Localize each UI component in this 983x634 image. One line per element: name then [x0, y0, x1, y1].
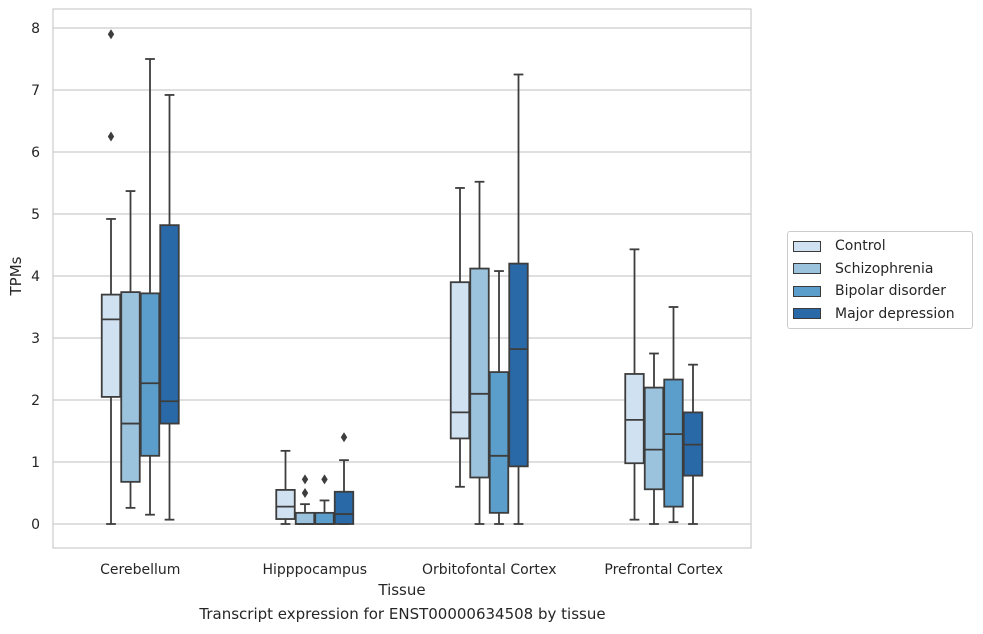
iqr-box: [449, 281, 471, 440]
x-tick-label: Prefrontal Cortex: [604, 562, 723, 578]
legend-item: Bipolar disorder: [788, 280, 972, 303]
box-major-depression: [159, 94, 180, 521]
legend-swatch: [793, 285, 821, 297]
y-tick-label: 8: [31, 21, 40, 37]
box-control: [624, 248, 645, 521]
box-schizophrenia: [294, 474, 316, 525]
iqr-box: [275, 488, 296, 520]
box-major-depression: [682, 363, 704, 525]
iqr-box: [663, 378, 684, 508]
iqr-box: [120, 291, 141, 483]
box-major-depression: [333, 432, 355, 525]
y-tick-label: 7: [31, 83, 40, 99]
iqr-box: [643, 386, 665, 491]
legend-item: Control: [788, 235, 972, 258]
iqr-box: [488, 371, 510, 514]
legend-swatch: [793, 308, 821, 320]
x-tick-label: Cerebellum: [100, 562, 180, 578]
x-tick-label: Hipppocampus: [262, 562, 367, 578]
legend-swatch: [793, 240, 821, 252]
legend-label: Bipolar disorder: [835, 283, 947, 300]
y-tick-label: 1: [31, 455, 40, 471]
y-tick-label: 6: [31, 145, 40, 161]
iqr-box: [333, 490, 355, 525]
box-bipolar-disorder: [488, 270, 510, 525]
box-bipolar-disorder: [663, 306, 684, 524]
y-tick-label: 2: [31, 393, 40, 409]
box-bipolar-disorder: [314, 474, 335, 525]
iqr-box: [624, 373, 645, 465]
legend-item: Major depression: [788, 303, 972, 326]
legend-label: Major depression: [835, 305, 955, 322]
outlier-point: [321, 474, 328, 485]
box-control: [100, 29, 122, 525]
y-tick-label: 4: [31, 269, 40, 285]
box-bipolar-disorder: [139, 58, 161, 516]
outlier-point: [107, 29, 115, 40]
y-tick-label: 5: [31, 207, 40, 223]
y-tick-label: 0: [31, 517, 40, 533]
iqr-box: [508, 262, 529, 468]
x-axis-label: Tissue: [377, 581, 425, 599]
iqr-box: [294, 511, 316, 525]
legend-label: Control: [835, 238, 886, 255]
legend: Control Schizophrenia Bipolar disorder Majo…: [787, 231, 973, 329]
iqr-box: [100, 293, 122, 398]
legend-item: Schizophrenia: [788, 258, 972, 281]
y-axis-label: TPMs: [7, 256, 25, 296]
box-schizophrenia: [469, 180, 490, 525]
outlier-point: [107, 131, 115, 142]
iqr-box: [159, 224, 180, 425]
legend-label: Schizophrenia: [835, 260, 934, 277]
iqr-box: [139, 292, 161, 457]
box-major-depression: [508, 73, 529, 525]
x-tick-label: Orbitofontal Cortex: [422, 562, 557, 578]
outlier-point: [301, 474, 309, 485]
box-schizophrenia: [120, 190, 141, 509]
outlier-point: [301, 488, 309, 498]
iqr-box: [469, 267, 490, 479]
box-schizophrenia: [643, 352, 665, 525]
box-control: [275, 449, 296, 525]
y-tick-label: 3: [31, 331, 40, 347]
chart-caption: Transcript expression for ENST0000063450…: [199, 605, 606, 623]
iqr-box: [314, 511, 335, 525]
outlier-point: [340, 432, 348, 443]
box-control: [449, 187, 471, 488]
legend-swatch: [793, 263, 821, 275]
